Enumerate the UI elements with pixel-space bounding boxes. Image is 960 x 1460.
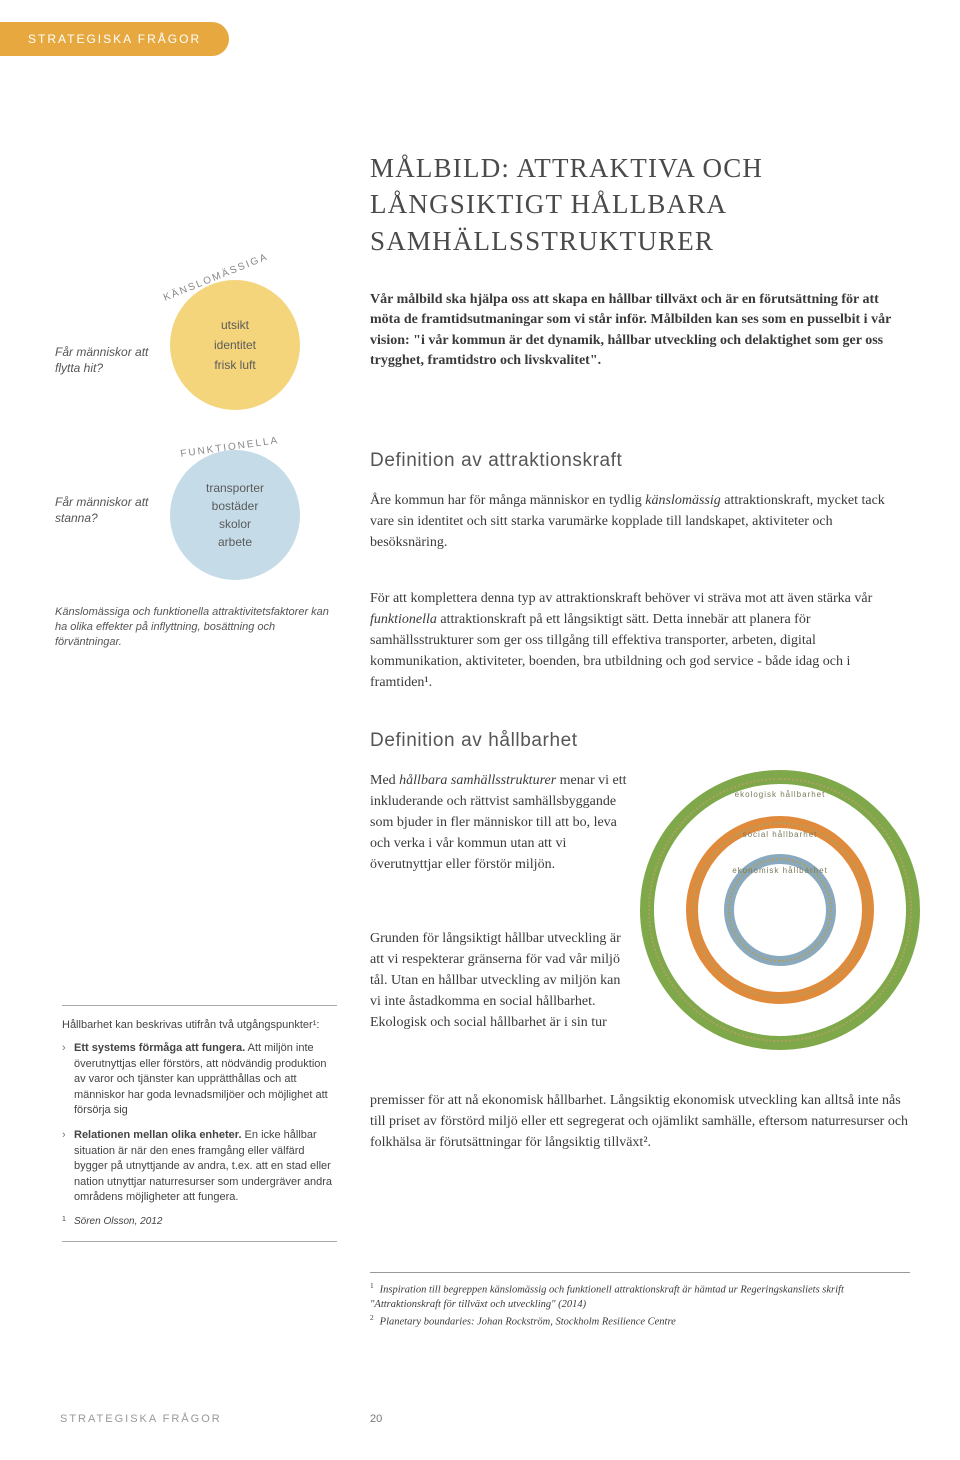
section-tab: STRATEGISKA FRÅGOR [0, 22, 229, 56]
sidebar-bullet-2: Relationen mellan olika enheter. En icke… [62, 1128, 337, 1205]
def-attraction-p1: Åre kommun har för många människor en ty… [370, 490, 910, 553]
emphasis: hållbara samhällsstrukturer [399, 773, 556, 788]
sustainability-rings-diagram: ekologisk hållbarhet social hållbarhet e… [640, 770, 920, 1050]
cite-text: Sören Olsson, 2012 [74, 1216, 162, 1227]
footnote-text: Planetary boundaries: Johan Rockström, S… [380, 1316, 676, 1327]
circle1-question: Får människor att flytta hit? [55, 345, 160, 376]
circle2-word: skolor [219, 517, 251, 531]
circle2-word: arbete [218, 535, 252, 549]
circle1-word: frisk luft [214, 358, 255, 372]
bullet-title: Relationen mellan olika enheter. [74, 1129, 242, 1141]
circle2-word: transporter [206, 481, 264, 495]
circle1-word: utsikt [221, 318, 249, 332]
bullet-title: Ett systems förmåga att fungera. [74, 1042, 245, 1054]
ring-label-inner: ekonomisk hållbarhet [640, 866, 920, 875]
ring-core [750, 880, 810, 940]
def-attraction-heading: Definition av attraktionskraft [370, 450, 622, 472]
sidebar-intro: Hållbarhet kan beskrivas utifrån två utg… [62, 1018, 337, 1033]
ring-label-mid: social hållbarhet [640, 830, 920, 839]
sustainability-sidebar: Hållbarhet kan beskrivas utifrån två utg… [62, 1005, 337, 1242]
footnotes: 1Inspiration till begreppen känslomässig… [370, 1272, 910, 1330]
text: Med [370, 773, 399, 788]
circle1-word: identitet [214, 338, 256, 352]
page-number: 20 [370, 1413, 382, 1425]
footnote-2: 2Planetary boundaries: Johan Rockström, … [370, 1313, 910, 1330]
text: attraktionskraft på ett långsiktigt sätt… [370, 612, 850, 690]
circles-caption: Känslomässiga och funktionella attraktiv… [55, 605, 335, 650]
emotional-circle: utsikt identitet frisk luft [170, 280, 300, 410]
sidebar-bullet-1: Ett systems förmåga att fungera. Att mil… [62, 1041, 337, 1118]
circle2-question: Får människor att stanna? [55, 495, 160, 526]
footer-section-label: STRATEGISKA FRÅGOR [60, 1413, 222, 1425]
def-sustainability-heading: Definition av hållbarhet [370, 730, 578, 752]
footnote-1: 1Inspiration till begreppen känslomässig… [370, 1281, 910, 1313]
functional-circle: transporter bostäder skolor arbete [170, 450, 300, 580]
emphasis: funktionella [370, 612, 437, 627]
intro-paragraph: Vår målbild ska hjälpa oss att skapa en … [370, 290, 910, 371]
def-attraction-p2: För att komplettera denna typ av attrakt… [370, 588, 910, 693]
circle2-word: bostäder [212, 499, 259, 513]
page-title: MÅLBILD: ATTRAKTIVA OCH LÅNGSIKTIGT HÅLL… [370, 150, 910, 259]
ring-label-outer: ekologisk hållbarhet [640, 790, 920, 799]
text: Åre kommun har för många människor en ty… [370, 493, 645, 508]
def-sustainability-p2: Grunden för långsiktigt hållbar utveckli… [370, 928, 630, 1033]
footnote-text: Inspiration till begreppen känslomässig … [370, 1285, 844, 1311]
sidebar-citation: 1Sören Olsson, 2012 [62, 1215, 337, 1229]
def-sustainability-p1: Med hållbara samhällsstrukturer menar vi… [370, 770, 630, 875]
def-sustainability-p3: premisser för att nå ekonomisk hållbarhe… [370, 1090, 910, 1153]
text: För att komplettera denna typ av attrakt… [370, 591, 872, 606]
emphasis: känslomässig [645, 493, 720, 508]
